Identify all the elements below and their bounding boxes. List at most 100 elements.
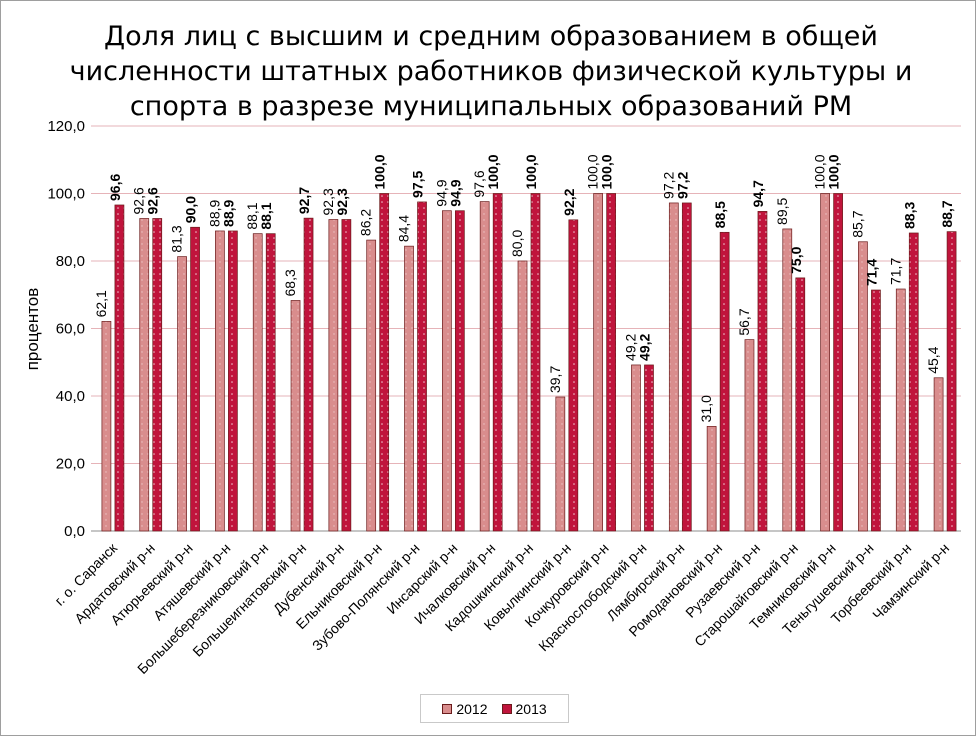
data-label-2013: 92,6: [145, 187, 161, 214]
bar-2013: [757, 211, 768, 532]
y-tick-label: 0,0: [64, 523, 85, 540]
data-label-2013: 100,0: [599, 154, 615, 189]
y-tick-label: 120,0: [47, 118, 85, 135]
bar-2012: [933, 377, 944, 532]
data-label-2012: 81,3: [169, 225, 185, 252]
data-label-2013: 100,0: [826, 154, 842, 189]
data-label-2012: 71,7: [887, 258, 903, 285]
data-label-2013: 90,0: [183, 196, 199, 223]
bar-2012: [858, 241, 868, 532]
data-label-2013: 88,9: [220, 200, 236, 227]
data-label-2012: 88,9: [206, 200, 222, 227]
bar-2012: [177, 256, 187, 532]
bar-2013: [908, 232, 919, 532]
bar-2012: [404, 245, 414, 532]
data-label-2013: 100,0: [372, 154, 388, 189]
data-label-2013: 96,6: [107, 174, 123, 201]
bar-2012: [706, 426, 717, 532]
data-label-2013: 94,9: [447, 179, 463, 206]
bar-2013: [114, 204, 125, 532]
data-label-2012: 85,7: [849, 210, 865, 237]
data-label-2012: 97,2: [660, 171, 676, 198]
data-label-2012: 92,6: [131, 187, 147, 214]
legend-label-2013: 2013: [515, 700, 547, 717]
bar-2012: [895, 288, 906, 532]
y-tick-label: 60,0: [56, 321, 85, 338]
data-label-2013: 75,0: [788, 246, 804, 273]
bar-2012: [328, 219, 339, 532]
bar-2013: [454, 210, 465, 532]
data-label-2013: 88,5: [712, 201, 728, 228]
bar-2013: [492, 193, 503, 532]
bar-2013: [379, 193, 390, 532]
data-label-2013: 97,5: [410, 170, 426, 197]
data-label-2012: 45,4: [925, 346, 941, 373]
data-label-2012: 100,0: [812, 154, 828, 189]
data-label-2012: 31,0: [698, 395, 714, 422]
data-label-2012: 84,4: [396, 215, 412, 242]
bar-2013: [946, 231, 957, 532]
bar-2013: [417, 201, 427, 532]
data-label-2012: 88,1: [244, 202, 260, 229]
data-labels: 62,1 96,6 92,692,6 81,3 90,0 88,988,9 88,188,1…: [93, 154, 955, 422]
bar-2013: [606, 193, 617, 532]
bar-2013: [681, 202, 692, 532]
bar-2013: [152, 218, 163, 532]
bar-2013: [303, 217, 314, 532]
bar-2012: [215, 230, 225, 532]
data-label-2013: 88,7: [939, 200, 955, 227]
bar-2012: [744, 339, 755, 532]
bar-2013: [871, 289, 881, 532]
bar-2013: [644, 364, 654, 532]
legend-item-2013: 2013: [501, 700, 547, 717]
chart-title: Доля лиц с высшим и средним образованием…: [69, 21, 913, 122]
data-label-2012: 94,9: [433, 179, 449, 206]
y-tick-label: 100,0: [47, 186, 85, 203]
bar-2012: [517, 260, 528, 532]
y-axis-label: процентов: [23, 288, 42, 371]
bar-2012: [366, 239, 377, 532]
bar-2013: [568, 219, 579, 532]
bar-2012: [101, 321, 112, 532]
data-label-2013: 92,2: [561, 188, 577, 215]
bar-2013: [833, 193, 843, 532]
bar-2013: [265, 233, 276, 532]
data-label-2012: 86,2: [358, 209, 374, 236]
data-label-2013: 92,7: [296, 187, 312, 214]
bar-2013: [795, 277, 806, 532]
data-label-2012: 89,5: [774, 197, 790, 224]
data-label-2013: 88,3: [901, 202, 917, 229]
y-axis-ticks: 0,0 20,0 40,0 60,0 80,0 100,0 120,0: [47, 118, 85, 540]
bar-2012: [782, 228, 793, 532]
bar-2012: [479, 201, 490, 532]
bar-2012: [631, 364, 641, 532]
data-label-2013: 71,4: [863, 259, 879, 286]
data-label-2013: 100,0: [485, 154, 501, 189]
bar-2012: [668, 202, 679, 532]
bar-2013: [228, 230, 238, 532]
data-label-2013: 100,0: [523, 154, 539, 189]
bar-2012: [252, 233, 263, 532]
data-label-2012: 100,0: [585, 154, 601, 189]
bar-2012: [290, 300, 301, 532]
data-label-2012: 97,6: [471, 170, 487, 197]
bar-2013: [719, 231, 730, 532]
y-tick-label: 40,0: [56, 388, 85, 405]
y-tick-label: 20,0: [56, 456, 85, 473]
data-label-2012: 49,2: [622, 333, 638, 360]
data-label-2013: 88,1: [258, 202, 274, 229]
bar-2013: [530, 193, 541, 532]
data-label-2013: 92,3: [334, 188, 350, 215]
bar-2012: [555, 396, 566, 532]
legend: 2012 2013: [420, 694, 569, 723]
data-label-2012: 92,3: [320, 188, 336, 215]
bar-2013: [341, 219, 352, 532]
legend-swatch-2013: [501, 703, 512, 714]
data-label-2012: 68,3: [282, 269, 298, 296]
data-label-2013: 97,2: [674, 171, 690, 198]
data-label-2012: 39,7: [547, 366, 563, 393]
data-label-2013: 94,7: [750, 180, 766, 207]
bars: [101, 193, 957, 532]
